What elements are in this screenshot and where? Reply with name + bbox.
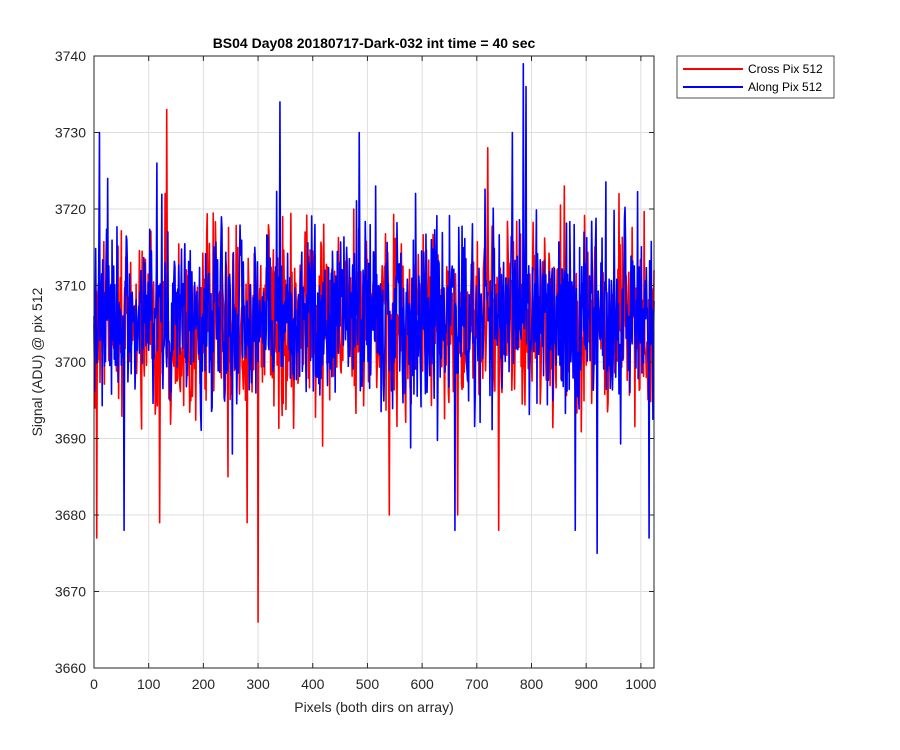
chart-title: BS04 Day08 20180717-Dark-032 int time = … bbox=[213, 35, 536, 51]
x-tick-label: 800 bbox=[520, 676, 544, 692]
legend-label-cross-pix: Cross Pix 512 bbox=[748, 62, 823, 76]
y-tick-label: 3670 bbox=[55, 584, 86, 600]
x-tick-label: 100 bbox=[137, 676, 161, 692]
y-tick-label: 3660 bbox=[55, 660, 86, 676]
x-tick-label: 1000 bbox=[625, 676, 656, 692]
x-tick-label: 600 bbox=[410, 676, 434, 692]
x-tick-label: 200 bbox=[192, 676, 216, 692]
y-axis-label: Signal (ADU) @ pix 512 bbox=[29, 287, 45, 436]
series-line-along-pix bbox=[93, 62, 655, 555]
x-tick-label: 900 bbox=[575, 676, 599, 692]
x-tick-label: 700 bbox=[465, 676, 489, 692]
y-tick-label: 3720 bbox=[55, 201, 86, 217]
legend-box bbox=[676, 55, 835, 99]
y-tick-label: 3700 bbox=[55, 354, 86, 370]
axis-ticks: 0 100 200 300 400 500 600 700 800 900 1000 3660 3670… bbox=[55, 48, 657, 692]
x-tick-label: 0 bbox=[90, 676, 98, 692]
x-tick-label: 500 bbox=[356, 676, 380, 692]
series-layer bbox=[93, 62, 655, 623]
y-tick-label: 3710 bbox=[55, 278, 86, 294]
x-tick-label: 400 bbox=[301, 676, 325, 692]
x-tick-label: 300 bbox=[246, 676, 270, 692]
y-tick-label: 3740 bbox=[55, 48, 86, 64]
y-tick-label: 3680 bbox=[55, 507, 86, 523]
legend: Cross Pix 512 Along Pix 512 bbox=[676, 55, 835, 99]
legend-label-along-pix: Along Pix 512 bbox=[748, 80, 822, 94]
y-tick-label: 3730 bbox=[55, 125, 86, 141]
y-tick-label: 3690 bbox=[55, 431, 86, 447]
x-axis-label: Pixels (both dirs on array) bbox=[294, 699, 454, 715]
